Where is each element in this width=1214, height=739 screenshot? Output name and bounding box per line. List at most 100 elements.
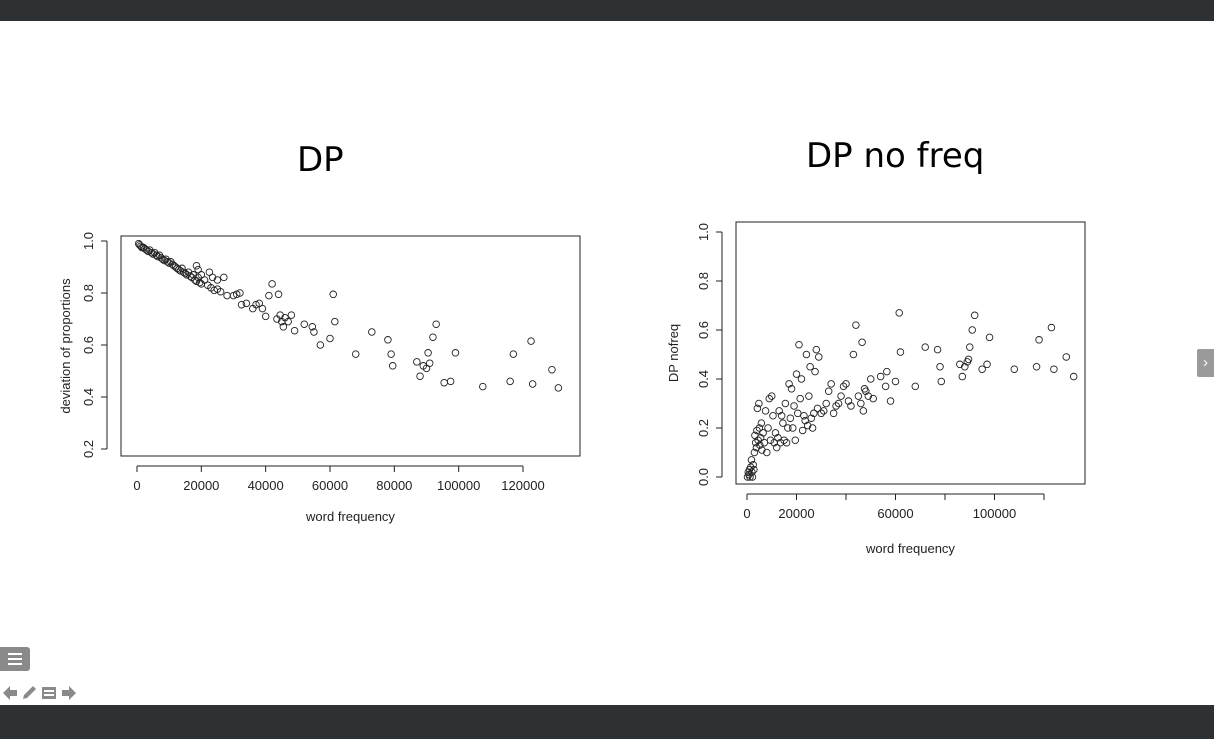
data-point — [220, 273, 228, 282]
data-point — [548, 365, 556, 374]
data-point — [891, 377, 900, 386]
data-point — [795, 340, 803, 349]
y-tick-label: 0.8 — [81, 284, 96, 302]
data-point — [232, 290, 241, 299]
data-point — [274, 290, 283, 299]
data-point — [822, 399, 830, 408]
notes-icon[interactable] — [40, 684, 58, 702]
data-point — [787, 385, 796, 393]
x-tick-label: 100000 — [973, 506, 1016, 521]
data-point — [812, 345, 821, 354]
data-point — [810, 409, 818, 418]
data-point — [780, 436, 788, 445]
data-point — [1047, 323, 1056, 332]
data-point — [446, 377, 455, 386]
x-axis-label: word frequency — [305, 509, 395, 524]
y-tick-label: 1.0 — [696, 223, 711, 241]
data-point — [896, 348, 905, 356]
data-point — [757, 419, 766, 427]
arrow-left-icon[interactable] — [1, 684, 19, 702]
data-point — [1069, 372, 1078, 381]
data-point — [968, 326, 976, 334]
data-point — [827, 380, 835, 388]
y-tick-label: 0.8 — [696, 272, 711, 290]
data-point — [983, 360, 991, 369]
data-point — [384, 336, 392, 344]
slide-title-right: DP no freq — [806, 136, 985, 176]
y-tick-label: 0.2 — [81, 440, 96, 458]
x-tick-label: 80000 — [376, 478, 412, 493]
data-point — [844, 397, 853, 405]
data-point — [755, 424, 764, 432]
data-point — [192, 261, 201, 270]
data-point — [237, 300, 246, 309]
data-point — [881, 382, 890, 391]
data-point — [796, 394, 804, 403]
data-point — [758, 446, 766, 454]
x-axis-label: word frequency — [865, 541, 955, 556]
data-point — [764, 424, 772, 432]
data-point — [186, 272, 194, 280]
data-point — [854, 392, 863, 400]
data-point — [937, 377, 946, 386]
data-point — [265, 291, 273, 300]
y-tick-label: 0.0 — [696, 468, 711, 486]
data-point — [554, 384, 563, 392]
data-point — [911, 382, 920, 391]
y-tick-label: 0.2 — [696, 419, 711, 437]
data-point — [970, 311, 979, 320]
pencil-icon[interactable] — [20, 684, 38, 702]
y-tick-label: 0.4 — [696, 370, 711, 388]
y-tick-label: 0.6 — [696, 321, 711, 339]
data-point — [769, 412, 777, 420]
data-point — [528, 380, 537, 388]
data-point — [849, 350, 858, 359]
data-point — [777, 412, 786, 420]
x-tick-label: 100000 — [437, 478, 480, 493]
data-point — [451, 349, 460, 357]
data-point — [771, 429, 780, 437]
data-point — [805, 392, 813, 400]
slide-menu-button[interactable] — [0, 647, 30, 671]
data-point — [1032, 363, 1041, 371]
data-point — [867, 375, 875, 383]
data-point — [798, 426, 807, 435]
data-point — [793, 409, 802, 418]
data-point — [509, 350, 518, 358]
data-point — [966, 343, 974, 351]
data-point — [936, 363, 944, 371]
data-point — [859, 407, 868, 415]
arrow-right-icon[interactable] — [60, 684, 78, 702]
data-point — [978, 365, 986, 373]
data-point — [797, 375, 806, 383]
data-point — [842, 380, 850, 388]
plot-frame — [120, 235, 581, 457]
data-point — [351, 350, 360, 358]
data-point — [252, 300, 260, 309]
data-point — [785, 380, 793, 388]
data-point — [258, 304, 267, 313]
y-tick-label: 1.0 — [81, 232, 96, 250]
data-point — [802, 350, 811, 359]
data-point — [763, 448, 771, 457]
next-slide-tab[interactable]: › — [1197, 349, 1214, 377]
data-point — [782, 438, 791, 447]
data-point — [817, 409, 826, 418]
data-point — [527, 337, 535, 345]
data-point — [761, 407, 770, 415]
data-point — [791, 436, 800, 445]
data-point — [790, 402, 798, 410]
data-point — [748, 473, 757, 481]
data-point — [429, 333, 437, 341]
data-point — [1050, 365, 1058, 373]
data-point — [964, 355, 973, 364]
data-point — [759, 429, 767, 437]
data-point — [760, 438, 769, 447]
data-point — [876, 372, 885, 381]
data-point — [765, 394, 774, 403]
data-point — [268, 280, 276, 288]
data-point — [416, 372, 424, 380]
data-point — [748, 468, 756, 476]
data-point — [229, 291, 238, 300]
